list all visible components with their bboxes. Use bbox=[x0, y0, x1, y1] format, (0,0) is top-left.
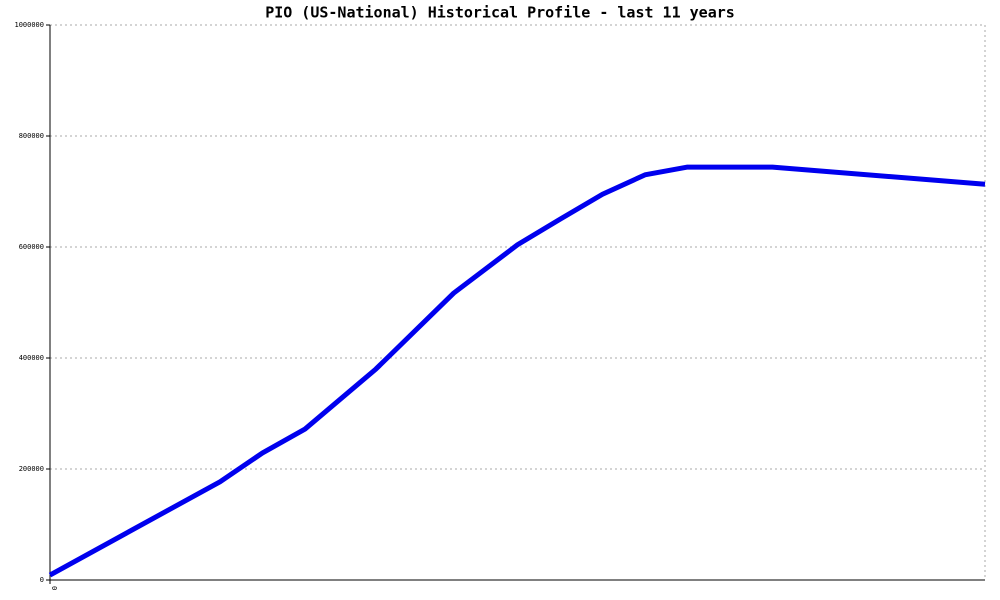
y-tick-label: 800000 bbox=[19, 132, 44, 140]
y-tick-label: 200000 bbox=[19, 465, 44, 473]
data-line bbox=[48, 164, 986, 578]
y-tick-label: 400000 bbox=[19, 354, 44, 362]
chart-title: PIO (US-National) Historical Profile - l… bbox=[265, 4, 735, 22]
y-tick-label: 600000 bbox=[19, 243, 44, 251]
y-tick-label: 0 bbox=[40, 576, 44, 584]
x-tick-label: 0 bbox=[50, 586, 58, 590]
y-tick-label: 1000000 bbox=[14, 21, 44, 29]
